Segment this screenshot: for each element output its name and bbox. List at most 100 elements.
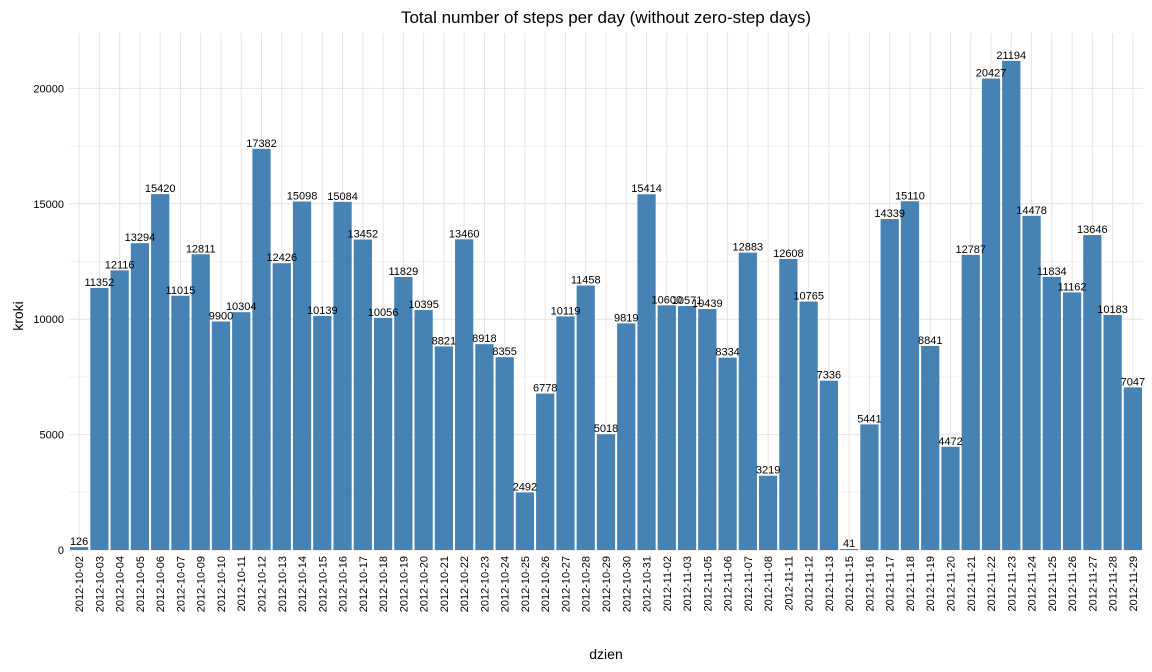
- x-tick-label: 2012-10-07: [175, 556, 187, 612]
- data-label: 15414: [631, 183, 662, 195]
- x-tick-label: 2012-10-25: [520, 556, 532, 612]
- data-label: 13646: [1077, 224, 1108, 236]
- bar: [657, 305, 676, 550]
- x-tick-label: 2012-10-24: [500, 556, 512, 612]
- data-labels: 1261135212116132941542011015128119900103…: [70, 50, 1145, 550]
- x-tick-label: 2012-10-18: [378, 556, 390, 612]
- data-label: 12426: [266, 252, 297, 264]
- bar: [211, 321, 231, 550]
- data-label: 10139: [307, 305, 338, 317]
- data-label: 8918: [472, 333, 496, 345]
- x-tick-label: 2012-11-27: [1087, 556, 1099, 611]
- x-axis-title: dzien: [589, 646, 622, 662]
- data-label: 41: [843, 538, 855, 550]
- data-label: 11015: [166, 285, 196, 297]
- bar: [333, 201, 352, 550]
- data-label: 10395: [408, 299, 439, 311]
- bar: [961, 254, 980, 551]
- bar: [536, 393, 555, 550]
- x-tick-label: 2012-11-23: [1006, 556, 1018, 611]
- x-tick-label: 2012-11-08: [763, 556, 775, 611]
- bar: [353, 239, 372, 550]
- x-tick-label: 2012-11-15: [844, 556, 856, 611]
- data-label: 10056: [368, 307, 399, 319]
- data-label: 5018: [594, 423, 618, 435]
- bars: [70, 60, 1142, 551]
- bar: [921, 345, 940, 550]
- bar: [252, 148, 271, 550]
- y-tick-label: 10000: [33, 314, 64, 326]
- x-tick-label: 2012-10-31: [642, 556, 654, 612]
- data-label: 15110: [895, 190, 925, 202]
- data-label: 13294: [125, 232, 156, 244]
- data-label: 9819: [614, 312, 638, 324]
- x-tick-label: 2012-11-05: [702, 556, 714, 611]
- data-label: 4472: [938, 436, 962, 448]
- bar: [840, 549, 859, 550]
- data-label: 126: [70, 536, 88, 548]
- data-label: 7336: [817, 370, 841, 382]
- data-label: 12116: [105, 259, 135, 271]
- data-label: 11162: [1058, 281, 1087, 293]
- x-tick-label: 2012-10-10: [216, 556, 228, 612]
- bar: [130, 243, 150, 550]
- x-tick-label: 2012-10-19: [398, 556, 410, 612]
- bar: [718, 357, 737, 550]
- data-label: 5441: [857, 413, 881, 425]
- data-label: 10765: [793, 291, 824, 303]
- x-tick-label: 2012-10-20: [419, 556, 431, 612]
- x-tick-label: 2012-10-03: [94, 556, 106, 612]
- x-tick-label: 2012-11-22: [986, 556, 998, 611]
- y-tick-label: 0: [58, 545, 64, 557]
- x-tick-label: 2012-11-13: [824, 556, 836, 611]
- bar: [394, 276, 413, 550]
- y-tick-label: 5000: [40, 430, 64, 442]
- x-tick-label: 2012-10-28: [581, 556, 593, 612]
- x-tick-label: 2012-11-28: [1108, 556, 1120, 611]
- data-label: 14339: [874, 208, 905, 220]
- data-label: 3219: [756, 465, 780, 477]
- x-tick-label: 2012-10-14: [297, 556, 309, 612]
- bar: [637, 194, 656, 550]
- data-label: 10600: [651, 294, 682, 306]
- data-label: 11834: [1037, 266, 1067, 278]
- bar: [414, 310, 433, 550]
- bar: [799, 301, 818, 550]
- data-label: 17382: [246, 138, 277, 150]
- data-label: 15084: [327, 191, 358, 203]
- bar: [880, 219, 899, 550]
- data-label: 10119: [551, 305, 581, 317]
- data-label: 6778: [533, 383, 557, 395]
- bar: [1022, 215, 1041, 550]
- data-label: 14478: [1016, 205, 1047, 217]
- x-tick-label: 2012-10-26: [540, 556, 552, 612]
- bar: [191, 254, 210, 550]
- bar: [941, 446, 960, 550]
- x-axis-ticks: 2012-10-02 2012-10-03 2012-10-04 2012-10-05…: [74, 556, 1140, 612]
- bar: [171, 295, 190, 550]
- bar: [1083, 235, 1102, 550]
- x-tick-label: 2012-10-06: [155, 556, 167, 612]
- x-tick-label: 2012-10-29: [601, 556, 613, 612]
- bar: [738, 252, 757, 550]
- bar: [110, 270, 129, 550]
- bar: [373, 317, 393, 550]
- x-tick-label: 2012-11-18: [905, 556, 917, 611]
- data-label: 8355: [492, 346, 516, 358]
- bar: [90, 287, 109, 550]
- x-tick-label: 2012-10-22: [459, 556, 471, 612]
- bar: [515, 492, 535, 550]
- x-tick-label: 2012-10-15: [317, 556, 329, 612]
- data-label: 11458: [571, 275, 601, 287]
- bar: [819, 380, 839, 550]
- x-tick-label: 2012-11-26: [1067, 556, 1079, 611]
- data-label: 11352: [85, 277, 115, 289]
- data-label: 10439: [692, 298, 723, 310]
- data-label: 15098: [287, 191, 318, 203]
- bar: [475, 344, 494, 550]
- data-label: 15420: [145, 183, 176, 195]
- chart-title: Total number of steps per day (without z…: [401, 8, 811, 27]
- y-axis-title: kroki: [10, 301, 26, 331]
- bar: [981, 78, 1001, 551]
